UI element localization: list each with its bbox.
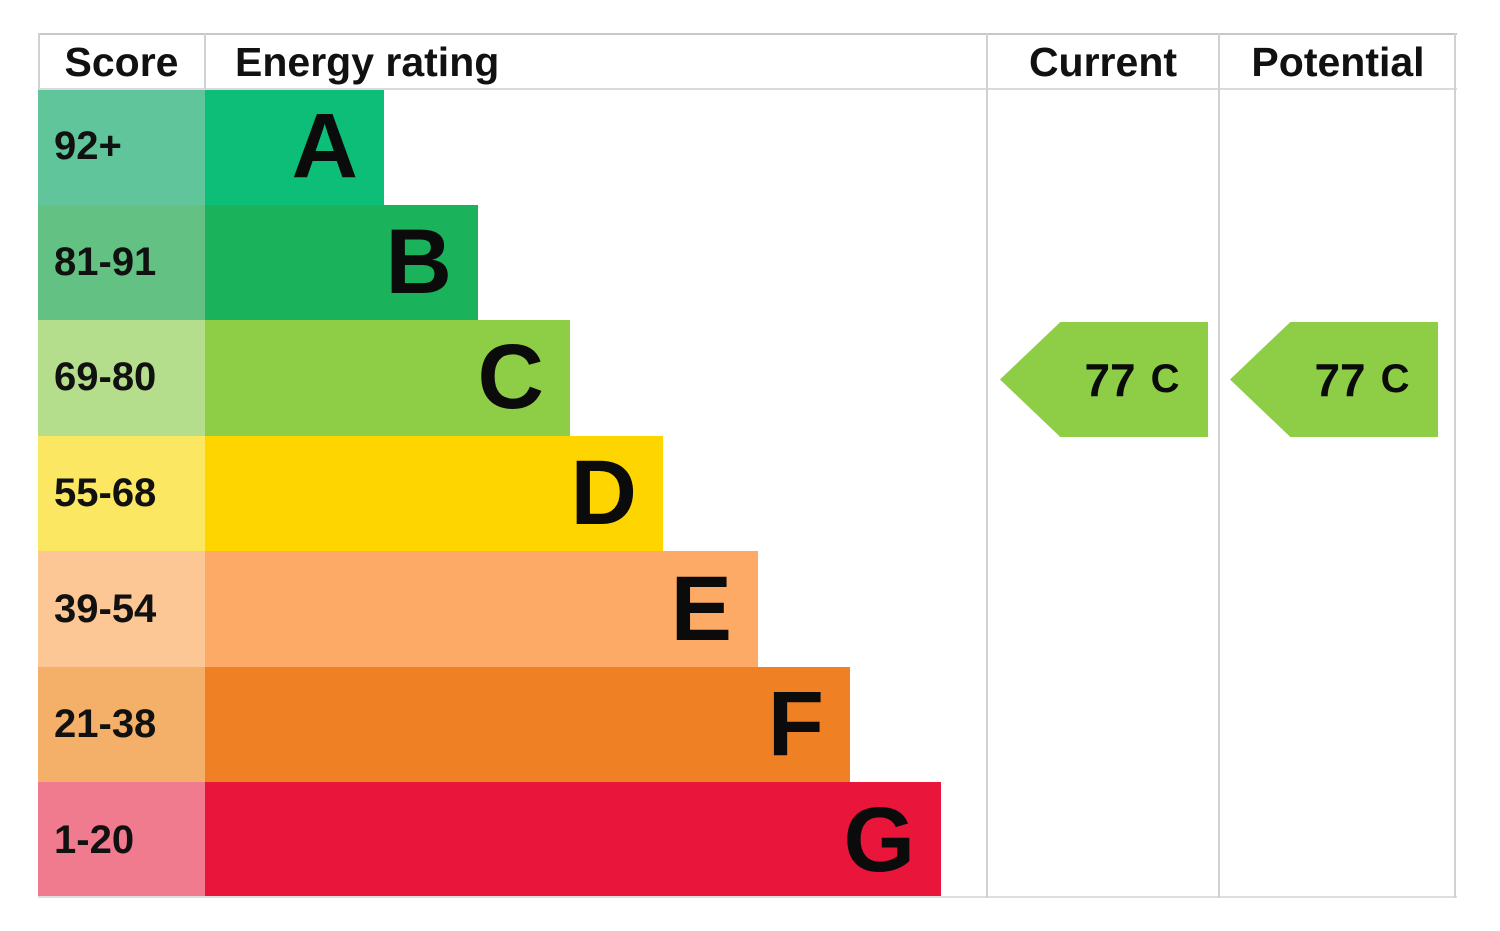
band-bar-e: E [205, 551, 758, 667]
score-label-e: 39-54 [38, 551, 205, 667]
band-bar-f: F [205, 666, 850, 783]
band-rows: 92+ A 81-91 B 69-80 C 55-68 D 39-54 E 21… [38, 89, 987, 899]
score-label-d: 55-68 [38, 435, 205, 552]
potential-rating-value: 77 [1314, 353, 1366, 406]
band-row-g: 1-20 G [38, 782, 987, 899]
table-right-border [1454, 33, 1456, 898]
band-bar-c: C [205, 320, 570, 436]
band-row-d: 55-68 D [38, 435, 987, 552]
score-label-f: 21-38 [38, 666, 205, 783]
epc-table: Score Energy rating Current Potential 92… [38, 33, 1457, 899]
score-label-g: 1-20 [38, 782, 205, 899]
score-label-a: 92+ [38, 89, 205, 205]
score-column-border [204, 33, 206, 89]
band-bar-b: B [205, 204, 478, 321]
current-rating-value: 77 [1084, 353, 1136, 406]
band-row-e: 39-54 E [38, 551, 987, 667]
band-row-b: 81-91 B [38, 204, 987, 321]
band-bar-d: D [205, 435, 663, 552]
band-bar-a: A [205, 89, 384, 205]
header-potential: Potential [1251, 39, 1425, 85]
header-score: Score [64, 39, 179, 85]
header-current: Current [1028, 39, 1178, 85]
table-top-border [38, 33, 1457, 35]
potential-rating-band: C [1380, 357, 1410, 401]
score-label-b: 81-91 [38, 204, 205, 321]
current-column-border [986, 33, 988, 898]
header-bottom-border [38, 88, 1457, 90]
score-label-c: 69-80 [38, 320, 205, 436]
band-row-a: 92+ A [38, 89, 987, 205]
potential-rating-arrow: 77 C [1230, 322, 1438, 437]
table-bottom-border [38, 896, 1457, 898]
band-row-c: 69-80 C [38, 320, 987, 436]
band-bar-g: G [205, 782, 941, 899]
header-energy-rating: Energy rating [235, 39, 500, 85]
header-left-border [38, 33, 40, 89]
current-potential-divider [1218, 33, 1220, 898]
band-row-f: 21-38 F [38, 666, 987, 783]
current-rating-band: C [1150, 357, 1180, 401]
current-rating-arrow: 77 C [1000, 322, 1208, 437]
